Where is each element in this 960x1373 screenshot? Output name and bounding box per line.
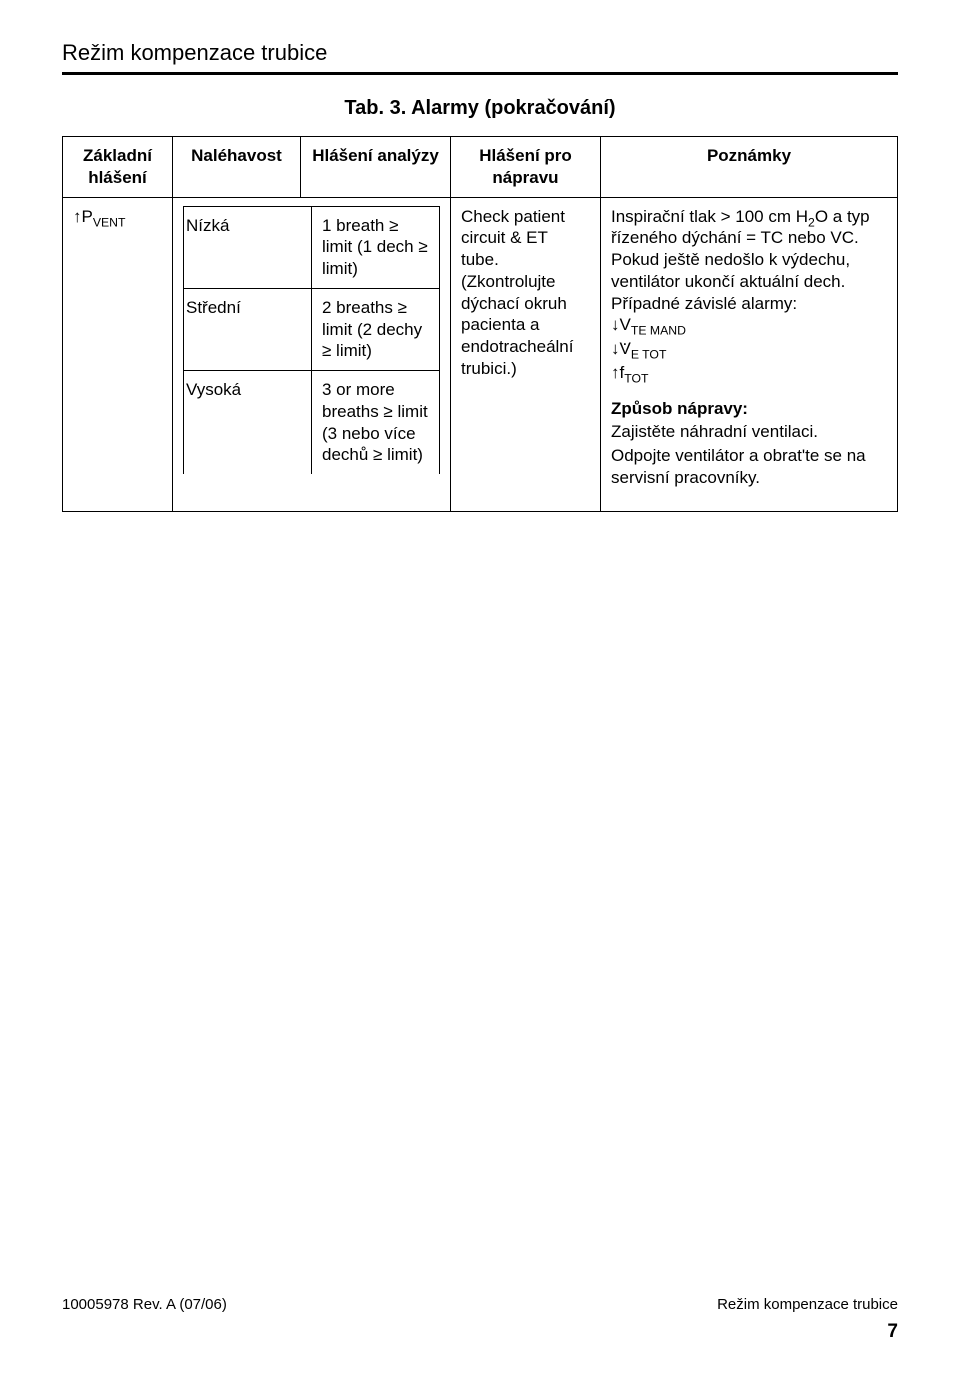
dep-a3-sub: TOT [624,371,648,385]
section-title: Režim kompenzace trubice [62,40,898,66]
dep-alarm-2: VE TOT [611,338,887,360]
col-header-base: Základní hlášení [63,137,173,198]
urgency-low: Nízká [184,206,312,288]
analysis-low: 1 breath ≥ limit (1 dech ≥ limit) [312,206,440,288]
cell-base-alarm: PVENT [63,197,173,511]
arrow-up-icon [611,363,620,382]
footer-right: Režim kompenzace trubice [717,1296,898,1313]
base-alarm-sub: VENT [93,215,126,229]
urgency-high: Vysoká [184,371,312,475]
urgency-med: Střední [184,288,312,370]
urgency-row-med: Střední 2 breaths ≥ limit (2 dechy ≥ lim… [184,288,440,370]
notes-main-block: Inspirační tlak > 100 cm H2O a typ řízen… [611,206,887,384]
urgency-analysis-inner-table: Nízká 1 breath ≥ limit (1 dech ≥ limit) … [183,206,440,475]
remedy-block: Způsob nápravy: Zajistěte náhradní venti… [611,398,887,489]
notes-main-sub: 2 [808,215,815,229]
arrow-down-icon [611,315,620,334]
dep-alarm-1: VTE MAND [611,314,887,336]
dep-a2-sym: V [620,338,631,360]
alarm-table: Základní hlášení Naléhavost Hlášení anal… [62,136,898,512]
header-rule [62,72,898,75]
base-alarm-symbol: P [82,207,93,226]
urgency-row-high: Vysoká 3 or more breaths ≥ limit (3 nebo… [184,371,440,475]
dep-alarm-3: fTOT [611,362,887,384]
notes-main-1: Inspirační tlak > 100 cm H [611,207,808,226]
remedy-1: Zajistěte náhradní ventilaci. [611,421,887,443]
col-header-correction: Hlášení pro nápravu [451,137,601,198]
cell-urgency-analysis: Nízká 1 breath ≥ limit (1 dech ≥ limit) … [173,197,451,511]
table-caption: Tab. 3. Alarmy (pokračování) [62,97,898,120]
dep-a2-sub: E TOT [631,347,667,361]
cell-correction: Check patient circuit & ET tube. (Zkontr… [451,197,601,511]
page-footer: 10005978 Rev. A (07/06) Režim kompenzace… [62,1296,898,1343]
remedy-2: Odpojte ventilátor a obrat'te se na serv… [611,445,887,489]
col-header-analysis: Hlášení analýzy [301,137,451,198]
cell-notes: Inspirační tlak > 100 cm H2O a typ řízen… [601,197,898,511]
page: Režim kompenzace trubice Tab. 3. Alarmy … [0,0,960,1373]
footer-line: 10005978 Rev. A (07/06) Režim kompenzace… [62,1296,898,1313]
arrow-up-icon [73,207,82,226]
remedy-head: Způsob nápravy: [611,398,887,420]
table-row: PVENT Nízká 1 breath ≥ limit (1 dech ≥ l… [63,197,898,511]
table-header-row: Základní hlášení Naléhavost Hlášení anal… [63,137,898,198]
footer-rev: 10005978 Rev. A (07/06) [62,1296,227,1313]
footer-page-number: 7 [62,1321,898,1343]
arrow-down-icon [611,339,620,358]
analysis-high: 3 or more breaths ≥ limit (3 nebo více d… [312,371,440,475]
dep-a1-sub: TE MAND [631,324,686,338]
urgency-row-low: Nízká 1 breath ≥ limit (1 dech ≥ limit) [184,206,440,288]
analysis-med: 2 breaths ≥ limit (2 dechy ≥ limit) [312,288,440,370]
col-header-urgency: Naléhavost [173,137,301,198]
col-header-notes: Poznámky [601,137,898,198]
